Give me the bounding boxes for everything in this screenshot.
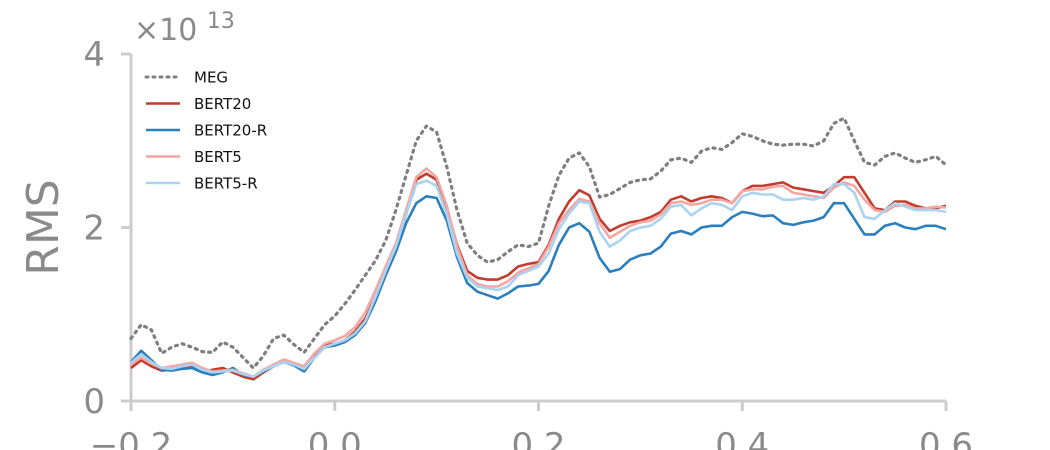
y-tick-label: 4	[83, 35, 105, 75]
offset-exponent: 13	[207, 9, 235, 34]
series-line-bert5	[130, 167, 947, 379]
y-tick-label: 2	[83, 209, 105, 249]
legend-item-bert5-r: BERT5-R	[146, 175, 258, 193]
x-tick-label: 0.6	[919, 426, 973, 450]
series-line-bert20-r	[130, 195, 947, 379]
legend-item-bert20-r: BERT20-R	[146, 122, 267, 140]
tick-marks: 0 2 4 −0.2 0.0 0.2 0.4 0.6	[83, 35, 973, 450]
legend-label: MEG	[194, 69, 228, 87]
series-lines	[129, 116, 948, 381]
legend-label: BERT5-R	[194, 175, 258, 193]
legend-label: BERT20-R	[194, 122, 267, 140]
series-line-bert5-r	[130, 179, 947, 379]
legend: MEG BERT20 BERT20-R BERT5 BERT5-R	[144, 69, 267, 193]
x-tick-label: 0.0	[308, 426, 362, 450]
x-tick-label: 0.4	[715, 426, 769, 450]
legend-item-bert5: BERT5	[146, 148, 242, 166]
offset-base: ×10	[134, 13, 197, 48]
y-tick-label: 0	[83, 382, 105, 422]
legend-label: BERT20	[194, 95, 251, 113]
axis-labels: RMS ×10 13	[18, 9, 235, 276]
x-tick-label: 0.2	[511, 426, 565, 450]
axes	[129, 54, 946, 403]
series-line-bert20	[130, 172, 947, 381]
y-axis-title: RMS	[18, 179, 69, 275]
y-axis-offset-label: ×10 13	[134, 9, 235, 48]
series-line-meg	[129, 116, 948, 370]
legend-label: BERT5	[194, 148, 242, 166]
x-tick-label: −0.2	[90, 426, 173, 450]
legend-item-bert20: BERT20	[146, 95, 251, 113]
legend-item-meg: MEG	[144, 69, 228, 87]
